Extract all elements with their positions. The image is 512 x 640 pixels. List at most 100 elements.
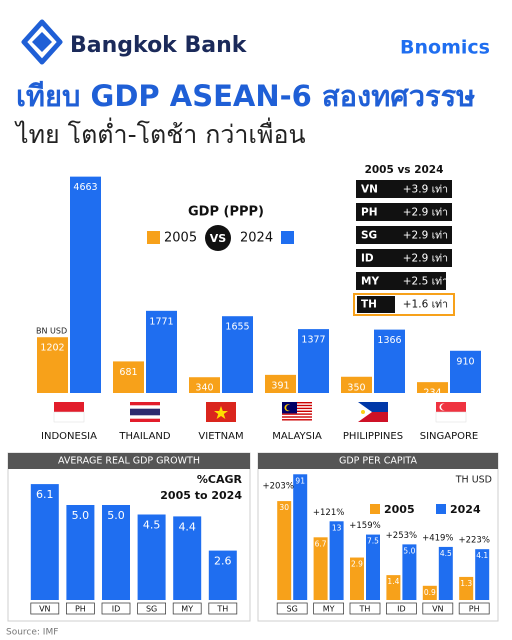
row-value: +2.9 เท่า xyxy=(403,207,448,219)
x-tick-label: VN xyxy=(39,605,50,614)
data-label: 5.0 xyxy=(107,509,125,522)
flag-thailand xyxy=(130,402,160,422)
x-tick-label: PH xyxy=(75,605,86,614)
legend-swatch xyxy=(436,504,446,514)
legend-label: 2024 xyxy=(240,231,273,246)
bar xyxy=(386,575,401,600)
row-label: MY xyxy=(361,276,379,288)
data-label: 7.5 xyxy=(367,537,379,546)
legend-label: 2005 xyxy=(384,503,415,516)
data-label: 6.7 xyxy=(315,539,327,548)
flag-vietnam xyxy=(206,402,236,422)
row-bg xyxy=(356,249,452,267)
data-label: 5.0 xyxy=(72,509,90,522)
legend-swatch xyxy=(370,504,380,514)
bar xyxy=(374,329,405,393)
subtitle: ไทย โตต่ำ-โตช้า กว่าเพื่อน xyxy=(14,117,306,149)
category-box xyxy=(313,602,345,615)
unit-label: TH USD xyxy=(455,475,492,486)
bar xyxy=(417,382,448,393)
bar xyxy=(265,374,296,393)
bar xyxy=(438,546,453,600)
x-tick-label: ID xyxy=(112,605,121,614)
data-label: 1.3 xyxy=(460,579,472,588)
data-label: 350 xyxy=(347,382,365,393)
data-label: 4663 xyxy=(73,182,97,193)
data-label: 681 xyxy=(119,367,137,378)
bar xyxy=(113,361,144,393)
row-label: SG xyxy=(361,230,377,242)
panel-title: GDP PER CAPITA xyxy=(339,456,418,467)
row-value: +2.9 เท่า xyxy=(403,253,448,265)
row-label: PH xyxy=(361,207,377,219)
data-label: 2.9 xyxy=(351,560,363,569)
bar xyxy=(70,176,101,393)
bar xyxy=(30,484,59,600)
table-title: 2005 vs 2024 xyxy=(365,164,444,176)
x-tick-label: TH xyxy=(216,605,228,614)
bar xyxy=(366,534,380,600)
category-box xyxy=(276,602,308,615)
annotation: +121% xyxy=(313,508,344,518)
category-box xyxy=(422,602,454,615)
bar xyxy=(293,474,308,600)
flag-indonesia xyxy=(53,402,85,423)
bar xyxy=(341,376,372,393)
row-value: +2.5 เท่า xyxy=(403,276,448,288)
category-box xyxy=(101,602,131,615)
bar xyxy=(208,550,237,600)
row-label: TH xyxy=(361,299,377,311)
data-label: 4.5 xyxy=(440,549,452,558)
row-value: +1.6 เท่า xyxy=(403,299,448,311)
source: Source: IMF xyxy=(6,628,58,638)
data-label: 4.5 xyxy=(143,519,161,532)
title: เทียบ GDP ASEAN-6 สองทศวรรษ xyxy=(16,79,475,113)
panel-left-header xyxy=(8,453,250,469)
data-label: 4.4 xyxy=(178,520,196,533)
category-box xyxy=(349,602,381,615)
row-label: ID xyxy=(361,253,374,265)
bar xyxy=(37,337,68,393)
annotation: %CAGR xyxy=(197,473,243,486)
chart-title: GDP (PPP) xyxy=(188,205,264,220)
x-tick-label: SG xyxy=(146,605,157,614)
category-box xyxy=(385,602,417,615)
row-bg xyxy=(356,272,446,290)
bar xyxy=(173,516,202,600)
row-label-bg xyxy=(357,296,395,313)
x-tick-label: VN xyxy=(432,605,443,614)
legend-label: 2005 xyxy=(164,231,197,246)
data-label: 6.1 xyxy=(36,488,54,501)
x-tick-label: TH xyxy=(359,605,371,614)
x-tick-label: INDONESIA xyxy=(41,431,97,442)
data-label: 234 xyxy=(423,388,441,399)
annotation: +253% xyxy=(386,531,417,541)
x-tick-label: MY xyxy=(323,605,335,614)
x-tick-label: SINGAPORE xyxy=(420,431,479,442)
x-tick-label: PHILIPPINES xyxy=(343,431,403,442)
data-label: 1366 xyxy=(377,335,401,346)
panel-title: AVERAGE REAL GDP GROWTH xyxy=(58,456,200,467)
legend-separator: VS xyxy=(210,232,227,245)
category-box xyxy=(208,602,238,615)
legend-swatch xyxy=(281,231,294,244)
category-box xyxy=(137,602,167,615)
annotation: +159% xyxy=(349,521,380,531)
data-label: 0.9 xyxy=(424,588,436,597)
data-label: 1655 xyxy=(225,322,249,333)
bar xyxy=(350,557,364,600)
x-tick-label: THAILAND xyxy=(118,431,171,442)
x-tick-label: ID xyxy=(397,605,406,614)
data-label: 391 xyxy=(271,380,289,391)
logo xyxy=(21,19,63,65)
bar xyxy=(222,316,253,393)
bar xyxy=(189,377,220,393)
x-tick-label: SG xyxy=(287,605,298,614)
category-box xyxy=(458,602,490,615)
x-tick-label: PH xyxy=(469,605,480,614)
flag-malaysia xyxy=(282,402,312,422)
data-label: 2.6 xyxy=(214,555,232,568)
x-tick-label: VIETNAM xyxy=(198,431,243,442)
